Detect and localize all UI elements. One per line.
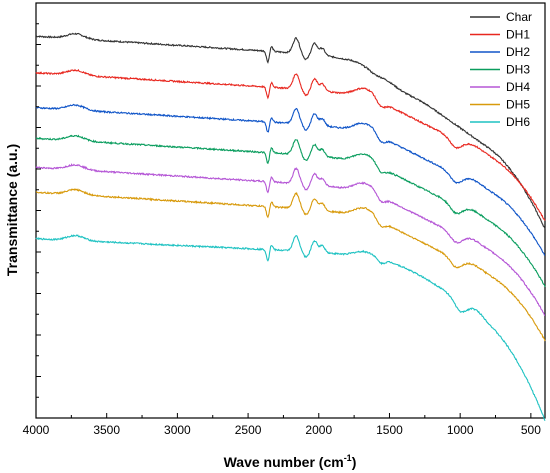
y-axis-title: Transmittance (a.u.)	[4, 144, 20, 276]
series-layer	[35, 32, 546, 421]
x-axis-title-superscript: -1	[344, 453, 352, 463]
x-tick-label-2500: 2500	[235, 423, 262, 437]
x-tick-label-3500: 3500	[93, 423, 120, 437]
y-axis	[36, 2, 41, 419]
series-line-dh6	[35, 234, 546, 421]
series-line-dh2	[35, 103, 545, 256]
x-tick-label-1500: 1500	[376, 423, 403, 437]
legend-label-dh4: DH4	[506, 80, 530, 94]
plot-frame	[35, 2, 546, 419]
x-axis-title: Wave number (cm-1)	[224, 453, 357, 470]
x-axis: 4000 3500 3000 2500 2000 1500 1000 500	[23, 413, 541, 437]
x-tick-label-3000: 3000	[164, 423, 191, 437]
x-tick-label-4000: 4000	[23, 423, 50, 437]
x-tick-label-500: 500	[521, 423, 541, 437]
legend-label-dh3: DH3	[506, 63, 530, 77]
legend-label-dh5: DH5	[506, 98, 530, 112]
series-line-char	[35, 32, 546, 229]
series-line-dh3	[35, 134, 546, 288]
x-tick-label-1000: 1000	[447, 423, 474, 437]
series-line-dh1	[35, 68, 546, 221]
series-line-dh5	[35, 187, 546, 342]
legend: Char DH1 DH2 DH3 DH4 DH5 DH6	[470, 10, 532, 129]
legend-label-char: Char	[506, 10, 532, 24]
x-axis-title-suffix: )	[352, 454, 357, 470]
legend-label-dh1: DH1	[506, 28, 530, 42]
legend-label-dh2: DH2	[506, 45, 530, 59]
x-tick-label-2000: 2000	[305, 423, 332, 437]
legend-label-dh6: DH6	[506, 115, 530, 129]
series-line-dh4	[35, 163, 546, 316]
